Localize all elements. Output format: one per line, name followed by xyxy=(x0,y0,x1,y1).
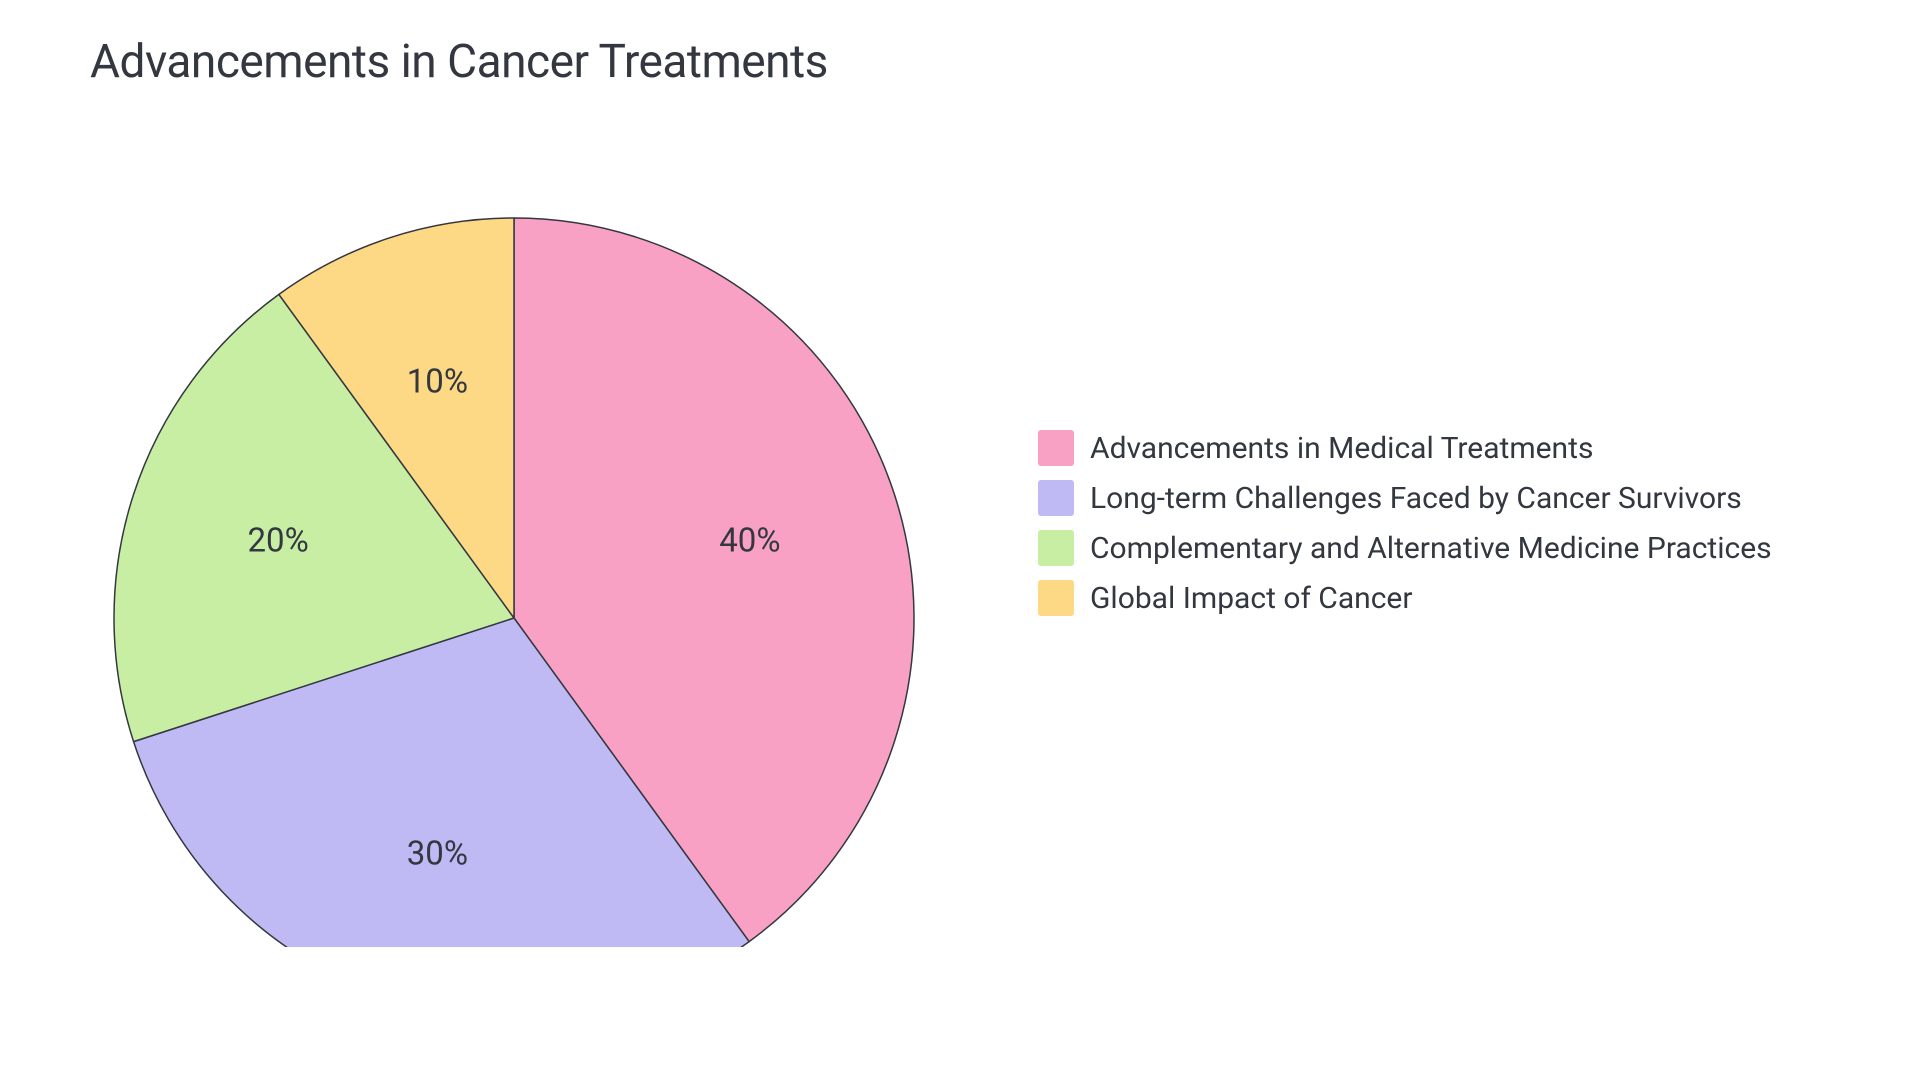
pie-chart: 40% 30% 20% 10% xyxy=(90,99,938,947)
legend-item: Global Impact of Cancer xyxy=(1038,580,1772,616)
legend-item: Long-term Challenges Faced by Cancer Sur… xyxy=(1038,480,1772,516)
legend-item: Complementary and Alternative Medicine P… xyxy=(1038,530,1772,566)
legend-swatch xyxy=(1038,530,1074,566)
legend-label: Long-term Challenges Faced by Cancer Sur… xyxy=(1090,481,1742,516)
legend-swatch xyxy=(1038,580,1074,616)
chart-title: Advancements in Cancer Treatments xyxy=(90,35,1830,89)
legend-item: Advancements in Medical Treatments xyxy=(1038,430,1772,466)
legend-swatch xyxy=(1038,480,1074,516)
chart-area: 40% 30% 20% 10% Advancements in Medical Tre… xyxy=(90,99,1830,947)
legend-label: Global Impact of Cancer xyxy=(1090,581,1413,616)
chart-container: Advancements in Cancer Treatments 40% 30%… xyxy=(0,0,1920,1080)
slice-label: 30% xyxy=(407,834,468,873)
slice-label: 40% xyxy=(719,522,780,561)
slice-label: 20% xyxy=(247,522,308,561)
legend-label: Complementary and Alternative Medicine P… xyxy=(1090,531,1772,566)
legend-swatch xyxy=(1038,430,1074,466)
legend-label: Advancements in Medical Treatments xyxy=(1090,431,1593,466)
slice-label: 10% xyxy=(407,363,468,402)
legend: Advancements in Medical Treatments Long-t… xyxy=(1038,430,1772,616)
